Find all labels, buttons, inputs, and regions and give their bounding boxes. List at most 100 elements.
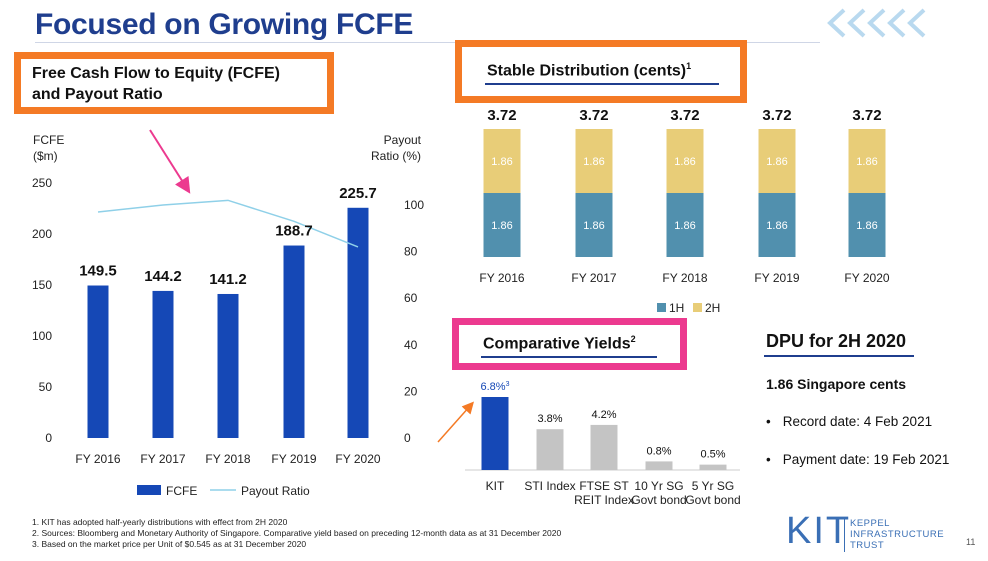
- kit-logo-name-line3: TRUST: [850, 540, 885, 551]
- yields-heading-sup: 2: [630, 334, 636, 344]
- yield-bar: [536, 429, 564, 470]
- fcfe-bar: [217, 293, 239, 438]
- yield-x-label: STI Index: [524, 479, 575, 493]
- dist-legend-2h-label: 2H: [705, 301, 720, 315]
- payout-y-axis-label-line1: Payout: [384, 133, 422, 147]
- fcfe-y-tick: 50: [39, 380, 53, 394]
- dist-legend-1h-swatch: [657, 303, 666, 312]
- fcfe-heading-box: Free Cash Flow to Equity (FCFE) and Payo…: [14, 52, 334, 114]
- kit-logo-name-line2: INFRASTRUCTURE: [850, 529, 945, 540]
- fcfe-legend-swatch: [137, 485, 161, 495]
- dist-bar-2h: [848, 129, 886, 193]
- dist-segment-label-2h: 1.86: [856, 156, 877, 168]
- dist-segment-label-2h: 1.86: [583, 156, 604, 168]
- fcfe-y-tick: 200: [32, 227, 52, 241]
- payout-y-axis-label-line2: Ratio (%): [371, 149, 421, 163]
- dist-bar-1h: [483, 193, 521, 257]
- fcfe-y-tick: 250: [32, 176, 52, 190]
- kit-logo-name-line1: KEPPEL: [850, 518, 890, 529]
- fcfe-legend-label: FCFE: [166, 484, 197, 498]
- footnote-2: 2. Sources: Bloomberg and Monetary Autho…: [32, 528, 562, 538]
- page-title: Focused on Growing FCFE: [35, 8, 414, 41]
- chevron-decoration-icon: [827, 8, 926, 38]
- fcfe-bar: [283, 245, 305, 438]
- kit-logo-name: KEPPEL INFRASTRUCTURE TRUST: [850, 518, 944, 551]
- yield-x-label: FTSE ST: [579, 479, 629, 493]
- yield-label: 3.8%: [537, 413, 562, 425]
- dist-segment-label-2h: 1.86: [766, 156, 787, 168]
- dist-total-label: 3.72: [487, 107, 516, 124]
- yield-label: 0.5%: [700, 449, 725, 461]
- yield-x-label: 10 Yr SG: [634, 479, 683, 493]
- dist-legend-1h-label: 1H: [669, 301, 684, 315]
- yield-x-label: Govt bond: [685, 493, 740, 507]
- dist-bar-2h: [666, 129, 704, 193]
- dist-bar-2h: [483, 129, 521, 193]
- dist-total-label: 3.72: [852, 107, 881, 124]
- dpu-bullet-record: • Record date: 4 Feb 2021: [766, 414, 932, 429]
- dist-segment-label-1h: 1.86: [491, 220, 512, 232]
- payout-ratio-line: [97, 199, 359, 248]
- distribution-heading-underline: [485, 83, 719, 85]
- payout-y-tick: 40: [404, 338, 418, 352]
- yield-bar: [699, 464, 727, 470]
- dist-segment-label-1h: 1.86: [674, 220, 695, 232]
- fcfe-y-axis-label-line2: ($m): [33, 149, 58, 163]
- dist-total-label: 3.72: [579, 107, 608, 124]
- footnotes: 1. KIT has adopted half-yearly distribut…: [32, 517, 772, 550]
- fcfe-x-label: FY 2016: [75, 452, 120, 466]
- yield-bar: [590, 424, 618, 470]
- yield-x-label: 5 Yr SG: [692, 479, 734, 493]
- yield-label: 0.8%: [646, 445, 671, 457]
- yields-chart: 6.8%3 3.8% 4.2% 0.8% 0.5% KIT STI Index FTSE S…: [437, 381, 741, 507]
- fcfe-heading-line2: and Payout Ratio: [32, 86, 163, 103]
- distribution-heading-sup: 1: [686, 61, 692, 71]
- payment-date: Payment date: 19 Feb 2021: [782, 452, 950, 467]
- footnote-1: 1. KIT has adopted half-yearly distribut…: [32, 517, 288, 527]
- dist-segment-label-1h: 1.86: [856, 220, 877, 232]
- dist-x-label: FY 2017: [571, 271, 616, 285]
- yield-x-label: Govt bond: [631, 493, 686, 507]
- kit-yield-bar: [481, 397, 509, 470]
- fcfe-heading-line1: Free Cash Flow to Equity (FCFE): [32, 65, 281, 82]
- dist-legend-2h-swatch: [693, 303, 702, 312]
- dist-total-label: 3.72: [670, 107, 699, 124]
- dist-x-label: FY 2016: [479, 271, 524, 285]
- yield-x-label: KIT: [486, 479, 505, 493]
- fcfe-bar-label: 149.5: [79, 263, 117, 280]
- dist-segment-label-1h: 1.86: [583, 220, 604, 232]
- orange-arrow: [437, 401, 474, 443]
- dist-bar-1h: [848, 193, 886, 257]
- fcfe-x-label: FY 2017: [140, 452, 185, 466]
- record-date: Record date: 4 Feb 2021: [782, 414, 933, 429]
- bullet-dot-icon: •: [766, 414, 771, 429]
- distribution-heading-box: Stable Distribution (cents)1: [455, 40, 747, 103]
- kit-logo-mark: KIT: [786, 510, 852, 552]
- fcfe-bar-label: 141.2: [209, 271, 247, 288]
- dist-x-label: FY 2019: [754, 271, 799, 285]
- dist-segment-label-2h: 1.86: [491, 156, 512, 168]
- yield-bar: [645, 461, 673, 470]
- fcfe-bar: [87, 285, 109, 438]
- dist-bar-1h: [575, 193, 613, 257]
- yield-label: 4.2%: [591, 409, 616, 421]
- fcfe-y-axis-label-line1: FCFE: [33, 133, 64, 147]
- page-number: 11: [966, 537, 976, 547]
- payout-y-tick: 0: [404, 431, 411, 445]
- dist-segment-label-2h: 1.86: [674, 156, 695, 168]
- fcfe-y-tick: 150: [32, 278, 52, 292]
- fcfe-bar-label: 144.2: [144, 268, 182, 285]
- yields-heading-underline: [481, 356, 657, 358]
- dist-x-label: FY 2020: [844, 271, 889, 285]
- fcfe-x-label: FY 2020: [335, 452, 380, 466]
- kit-yield-label-sup: 3: [506, 381, 510, 388]
- dist-segment-label-1h: 1.86: [766, 220, 787, 232]
- yields-heading-box: Comparative Yields2: [452, 318, 687, 370]
- fcfe-bar: [152, 290, 174, 438]
- dpu-heading-underline: [764, 355, 914, 357]
- dist-bar-2h: [575, 129, 613, 193]
- kit-logo-divider: [844, 518, 845, 552]
- distribution-chart: 1.86 1.86 1.86 1.86 1.86 1.86 1.86 1.86 1.86 1.86…: [479, 107, 889, 315]
- fcfe-x-label: FY 2018: [205, 452, 250, 466]
- payout-y-tick: 60: [404, 291, 418, 305]
